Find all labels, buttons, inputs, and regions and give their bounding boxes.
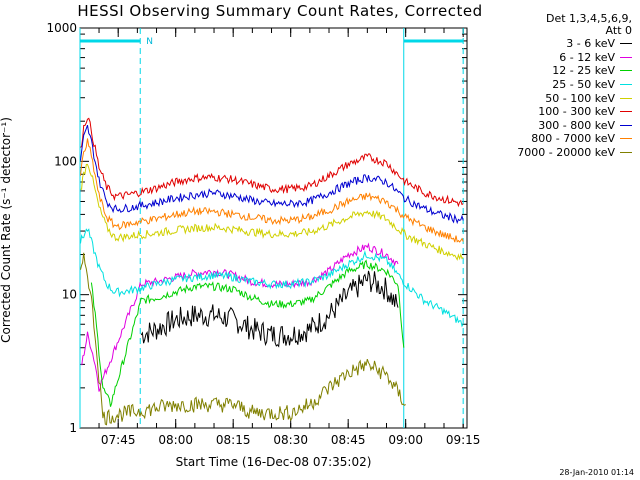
legend-entry: 50 - 100 keV (478, 91, 632, 105)
legend-header-detectors: Det 1,3,4,5,6,9, (545, 12, 632, 25)
legend-swatch (620, 152, 632, 154)
legend-entry: 7000 - 20000 keV (478, 146, 632, 160)
night-flag-label: N (146, 37, 153, 47)
legend-swatch (620, 84, 632, 86)
legend-entry: 100 - 300 keV (478, 105, 632, 119)
legend-swatch (620, 43, 632, 45)
x-tick-label: 09:15 (446, 433, 481, 447)
legend-label: 800 - 7000 keV (531, 132, 615, 146)
legend-swatch (620, 138, 632, 140)
legend-swatch (620, 56, 632, 58)
series-line (80, 163, 464, 261)
legend-entry: 3 - 6 keV (478, 37, 632, 51)
x-tick-label: 08:15 (216, 433, 251, 447)
legend-label: 6 - 12 keV (559, 50, 615, 64)
legend-entry: 300 - 800 keV (478, 119, 632, 133)
x-axis-label: Start Time (16-Dec-08 07:35:02) (175, 455, 372, 469)
series-line (80, 117, 464, 208)
legend-label: 100 - 300 keV (538, 105, 615, 119)
series-line (80, 228, 464, 328)
series-line (80, 252, 406, 426)
plot-timestamp: 28-Jan-2010 01:14 (559, 468, 634, 477)
y-tick-label: 1 (69, 421, 77, 435)
y-axis-label: Corrected Count Rate (s⁻¹ detector⁻¹) (0, 117, 13, 343)
chart-title: HESSI Observing Summary Count Rates, Cor… (77, 2, 483, 20)
y-tick-label: 100 (54, 154, 77, 168)
x-tick-label: 09:00 (388, 433, 423, 447)
x-tick-label: 08:00 (158, 433, 193, 447)
legend-label: 50 - 100 keV (545, 91, 615, 105)
legend-swatch (620, 97, 632, 99)
legend-entry: 800 - 7000 keV (478, 132, 632, 146)
y-tick-label: 10 (62, 288, 77, 302)
series-line (81, 242, 399, 392)
legend: Det 1,3,4,5,6,9, Att 0 3 - 6 keV 6 - 12 k… (478, 13, 632, 159)
legend-swatch (620, 124, 632, 126)
plot-frame (79, 27, 468, 429)
series-line (80, 124, 464, 225)
series-line (80, 138, 464, 243)
legend-label: 7000 - 20000 keV (517, 146, 615, 160)
y-tick-label: 1000 (46, 21, 77, 35)
x-tick-label: 07:45 (101, 433, 136, 447)
legend-swatch (620, 111, 632, 113)
x-tick-label: 08:30 (273, 433, 308, 447)
series-line (90, 259, 405, 407)
series-line (140, 270, 399, 348)
legend-entry: 12 - 25 keV (478, 64, 632, 78)
legend-label: 300 - 800 keV (538, 118, 615, 132)
x-tick-label: 08:45 (331, 433, 366, 447)
legend-entry: 25 - 50 keV (478, 78, 632, 92)
legend-label: 12 - 25 keV (552, 64, 615, 78)
legend-entry: 6 - 12 keV (478, 51, 632, 65)
legend-header-attenuator: Att 0 (605, 24, 632, 37)
legend-label: 25 - 50 keV (552, 78, 615, 92)
legend-label: 3 - 6 keV (566, 37, 615, 51)
legend-swatch (620, 70, 632, 72)
